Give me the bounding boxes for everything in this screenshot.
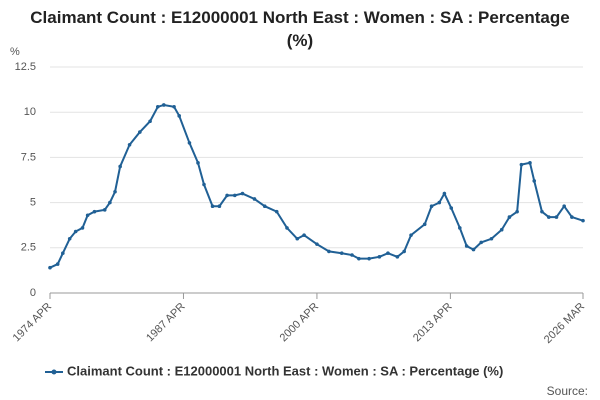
- data-point: [528, 161, 532, 165]
- x-tick-label: 1974 APR: [11, 301, 55, 345]
- data-point: [449, 206, 454, 210]
- data-point: [118, 164, 122, 169]
- data-point: [48, 265, 52, 270]
- y-axis-label: %: [10, 46, 20, 58]
- data-point: [108, 200, 112, 205]
- data-point: [67, 236, 72, 241]
- data-point: [285, 226, 289, 230]
- data-point: [274, 209, 279, 214]
- data-point: [546, 215, 551, 219]
- data-point: [386, 251, 390, 256]
- data-point: [479, 240, 483, 245]
- data-point: [532, 179, 537, 183]
- data-point: [262, 204, 267, 209]
- data-point: [225, 193, 229, 198]
- data-point: [80, 226, 85, 230]
- data-point: [437, 200, 442, 205]
- data-point: [327, 249, 331, 254]
- chart-title: Claimant Count : E12000001 North East : …: [30, 8, 570, 50]
- data-point: [113, 189, 117, 194]
- data-point: [429, 204, 434, 209]
- source: Source:: [547, 384, 588, 398]
- data-point: [442, 191, 447, 196]
- data-point: [202, 182, 206, 187]
- data-point: [409, 233, 413, 237]
- data-point: [357, 256, 361, 261]
- data-point: [499, 227, 504, 232]
- y-tick-label: 5: [30, 197, 36, 209]
- data-point: [339, 251, 344, 256]
- data-point: [471, 247, 476, 252]
- data-point: [402, 249, 406, 254]
- data-point: [562, 204, 566, 209]
- data-point: [464, 244, 469, 248]
- data-point: [519, 162, 524, 167]
- data-point: [570, 215, 574, 219]
- data-point: [102, 208, 107, 212]
- x-tick-label: 1987 APR: [144, 301, 188, 345]
- data-point: [252, 197, 257, 201]
- y-tick-label: 10: [24, 106, 36, 118]
- data-point: [210, 204, 215, 209]
- data-point: [458, 226, 462, 230]
- data-point: [196, 161, 200, 165]
- x-tick-label: 2013 APR: [411, 301, 455, 345]
- data-point: [161, 103, 166, 107]
- legend-label: Claimant Count : E12000001 North East : …: [67, 363, 503, 378]
- data-point: [377, 255, 382, 259]
- data-point: [127, 142, 132, 147]
- data-point: [232, 193, 237, 198]
- data-point: [554, 215, 559, 219]
- data-point: [148, 119, 152, 124]
- legend-marker: [51, 369, 57, 375]
- data-point: [540, 209, 544, 214]
- data-point: [489, 236, 494, 241]
- data-point: [85, 213, 90, 218]
- y-tick-label: 7.5: [21, 151, 36, 163]
- data-point: [367, 256, 371, 261]
- y-tick-label: 12.5: [15, 61, 36, 73]
- y-tick-label: 0: [30, 287, 36, 299]
- data-point: [61, 251, 65, 256]
- data-point: [295, 236, 300, 241]
- data-point: [395, 255, 400, 259]
- data-point: [138, 130, 142, 134]
- data-point: [187, 141, 192, 145]
- data-point: [92, 209, 97, 214]
- data-point: [422, 222, 427, 227]
- data-point: [302, 233, 306, 237]
- data-point: [55, 262, 60, 266]
- y-tick-label: 2.5: [21, 242, 36, 254]
- x-tick-label: 2000 APR: [278, 301, 322, 345]
- data-line: [49, 103, 584, 269]
- data-point: [315, 242, 319, 246]
- data-point: [581, 218, 585, 223]
- data-point: [177, 114, 181, 118]
- data-point: [350, 253, 354, 257]
- data-point: [240, 191, 245, 196]
- data-point: [217, 204, 222, 209]
- data-point: [515, 209, 519, 214]
- data-point: [507, 215, 512, 219]
- data-point: [172, 104, 176, 109]
- data-point: [155, 104, 160, 109]
- data-point: [73, 229, 78, 234]
- x-tick-label: 2026 MAR: [542, 301, 587, 346]
